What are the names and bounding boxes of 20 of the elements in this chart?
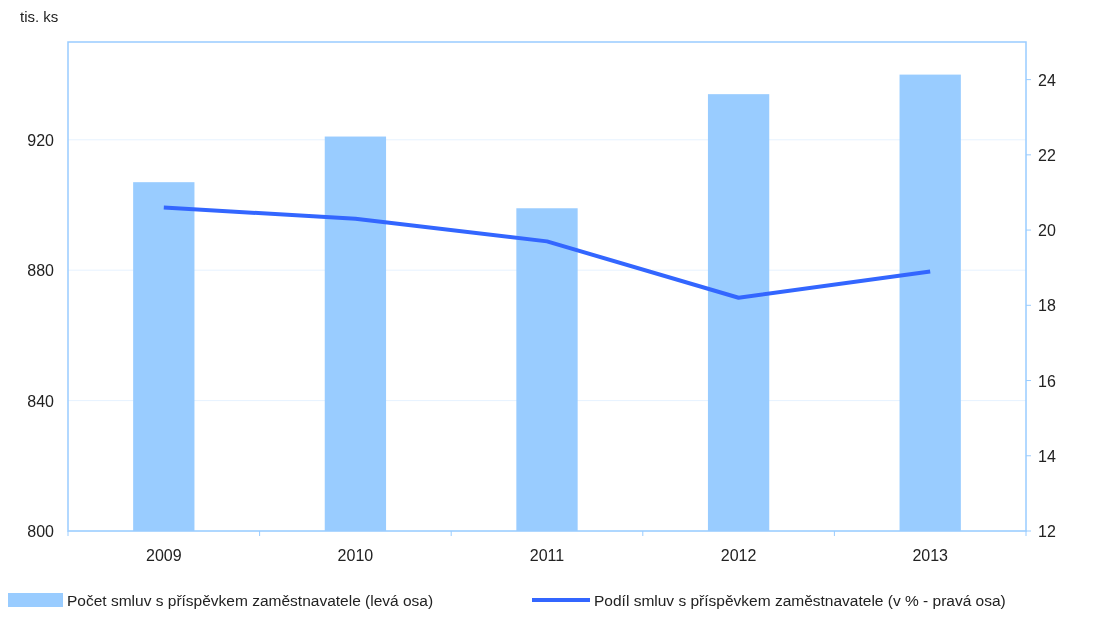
y-tick-label: 800: [27, 523, 55, 540]
y2-tick-label: 20: [1038, 222, 1056, 240]
y2-tick-label: 14: [1038, 447, 1056, 465]
line-series: [161, 205, 933, 300]
legend-label: Počet smluv s příspěvkem zaměstnavatele (levá osa): [67, 592, 434, 609]
y-axis-title: tis. ks: [20, 8, 59, 25]
y2-tick-label: 24: [1038, 71, 1056, 89]
y-tick-label: 880: [27, 262, 55, 280]
x-tick-label: 2009: [146, 547, 182, 564]
legend-label: Podíl smluv s příspěvkem zaměstnavatele (v % - pravá osa): [594, 592, 1006, 609]
x-tick-label: 2011: [529, 547, 565, 564]
y2-tick-label: 18: [1038, 297, 1056, 315]
x-tick-label: 2012: [720, 547, 757, 564]
y2-tick-label: 12: [1038, 523, 1056, 540]
y2-tick-label: 16: [1038, 372, 1056, 390]
y-tick-label: 840: [27, 392, 55, 410]
y-tick-label: 920: [27, 131, 55, 149]
y2-tick-label: 22: [1038, 146, 1056, 164]
x-tick-label: 2013: [912, 547, 949, 564]
x-tick-label: 2010: [337, 547, 374, 564]
